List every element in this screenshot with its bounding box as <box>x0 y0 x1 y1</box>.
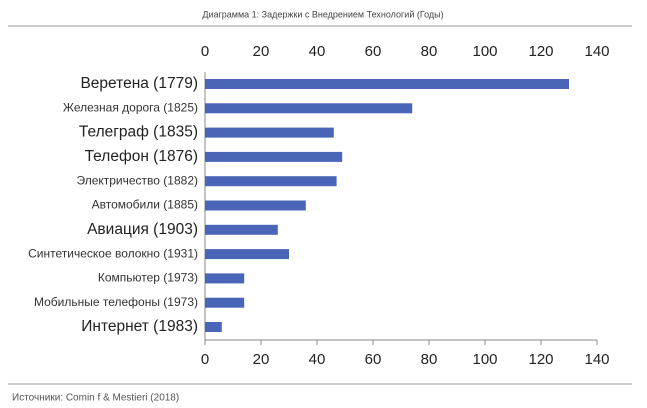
x-tick-label: 0 <box>201 351 209 368</box>
bar <box>205 200 306 211</box>
x-tick-label: 120 <box>528 351 553 368</box>
bar <box>205 176 337 187</box>
x-tick-label: 100 <box>472 351 497 368</box>
y-tick-label: Автомобили (1885) <box>92 198 198 212</box>
x-tick-label: 80 <box>421 351 438 368</box>
bar <box>205 224 278 235</box>
x-tick-label: 140 <box>584 351 609 368</box>
bar <box>205 79 569 89</box>
x-tick-label-top: 120 <box>528 43 553 60</box>
x-tick-label: 60 <box>365 351 382 368</box>
bar <box>205 151 343 162</box>
y-tick-label: Телеграф (1835) <box>79 124 198 141</box>
bar <box>205 297 245 308</box>
x-tick-label-top: 100 <box>472 43 497 60</box>
bar <box>205 127 334 138</box>
bar <box>205 322 222 332</box>
x-tick-label-top: 0 <box>201 43 209 60</box>
x-tick-label-top: 20 <box>253 43 270 60</box>
x-tick-label-top: 60 <box>365 43 382 60</box>
x-tick-label-top: 80 <box>421 43 438 60</box>
x-tick-label-top: 140 <box>584 43 609 60</box>
y-tick-label: Железная дорога (1825) <box>63 100 198 114</box>
y-tick-label: Электричество (1882) <box>76 173 198 187</box>
x-tick-label-top: 40 <box>309 43 326 60</box>
y-tick-label: Синтетическое волокно (1931) <box>28 246 198 260</box>
x-tick-label: 40 <box>309 351 326 368</box>
y-tick-label: Авиация (1903) <box>87 221 198 238</box>
chart-title: Диаграмма 1: Задержки с Внедрением Техно… <box>202 9 443 19</box>
y-tick-label: Интернет (1983) <box>81 318 198 335</box>
bar <box>205 103 413 114</box>
y-tick-label: Телефон (1876) <box>85 148 198 165</box>
source: Источники: Comin f & Mestieri (2018) <box>12 393 179 404</box>
bar <box>205 273 245 284</box>
y-tick-label: Компьютер (1973) <box>98 271 198 285</box>
bar <box>205 249 289 260</box>
x-tick-label: 20 <box>253 351 270 368</box>
y-tick-label: Веретена (1779) <box>80 75 198 92</box>
y-tick-label: Мобильные телефоны (1973) <box>34 295 198 309</box>
